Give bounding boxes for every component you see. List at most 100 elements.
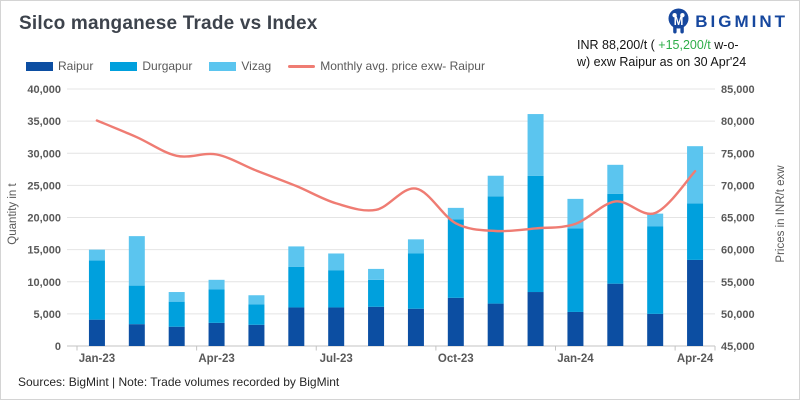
price-line	[95, 119, 697, 233]
bar-segment-raipur	[407, 308, 424, 346]
bar-segment-raipur	[248, 324, 265, 346]
bar-segment-vizag	[487, 175, 504, 197]
legend-label: Durgapur	[142, 59, 193, 73]
bar-segment-vizag	[88, 249, 105, 261]
legend-swatch-raipur	[26, 61, 53, 71]
bar-segment-raipur	[168, 326, 185, 346]
bar-segment-durgapur	[288, 266, 305, 308]
bar-segment-vizag	[208, 279, 225, 290]
x-axis-label: Jan-23	[79, 353, 115, 365]
bigmint-logo-text: BIGMINT	[695, 11, 788, 31]
bar-segment-durgapur	[487, 196, 504, 304]
bar-segment-durgapur	[647, 226, 664, 314]
bar-segment-raipur	[687, 259, 704, 346]
legend-item-price-line: Monthly avg. price exw- Raipur	[288, 59, 485, 73]
y-axis-label-left: 20,000	[27, 213, 61, 225]
y-axis-label-left: 15,000	[27, 245, 61, 257]
axis-title-right: Prices in INR/t exw	[775, 165, 787, 263]
bar-segment-raipur	[368, 306, 385, 346]
annotation-prefix: INR 88,200/t (	[577, 38, 659, 52]
bar-segment-vizag	[687, 146, 704, 204]
y-axis-label-right: 65,000	[721, 213, 755, 225]
bar-segment-durgapur	[168, 301, 185, 327]
bar-segment-raipur	[128, 324, 145, 346]
bar-segment-vizag	[607, 164, 624, 194]
axis-title-left: Quantity in t	[7, 183, 19, 245]
svg-text:M: M	[674, 16, 684, 28]
x-axis-label: Apr-23	[198, 353, 234, 365]
annotation-line2: w) exw Raipur as on 30 Apr'24	[577, 55, 747, 69]
y-axis-label-right: 75,000	[721, 148, 755, 160]
y-axis-label-left: 25,000	[27, 180, 61, 192]
bar-segment-durgapur	[447, 219, 464, 298]
y-axis-label-right: 85,000	[721, 84, 755, 96]
bar-segment-vizag	[128, 236, 145, 286]
legend-label: Vizag	[241, 59, 272, 73]
legend-item-raipur: Raipur	[26, 59, 93, 73]
price-annotation: INR 88,200/t ( +15,200/t w-o-w) exw Raip…	[577, 37, 797, 71]
bar-segment-durgapur	[527, 175, 544, 293]
legend-item-durgapur: Durgapur	[110, 59, 192, 73]
bar-segment-raipur	[88, 319, 105, 346]
y-axis-label-left: 30,000	[27, 148, 61, 160]
source-note: Sources: BigMint | Note: Trade volumes r…	[18, 375, 340, 389]
bar-segment-durgapur	[208, 289, 225, 323]
bar-segment-vizag	[168, 292, 185, 302]
annotation-highlight: +15,200/t	[658, 38, 711, 52]
bar-segment-vizag	[527, 114, 544, 176]
x-axis-label: Apr-24	[677, 353, 714, 365]
bar-segment-durgapur	[687, 203, 704, 260]
bar-segment-raipur	[527, 292, 544, 346]
legend-label: Monthly avg. price exw- Raipur	[320, 59, 485, 73]
x-axis-label: Jul-23	[320, 353, 353, 365]
bar-segment-raipur	[328, 307, 345, 346]
y-axis-label-left: 5,000	[33, 309, 61, 321]
y-axis-label-left: 10,000	[27, 277, 61, 289]
bar-segment-durgapur	[248, 304, 265, 325]
bar-segment-raipur	[447, 297, 464, 346]
legend-swatch-price-line	[288, 64, 316, 68]
bar-segment-vizag	[368, 268, 385, 280]
bar-segment-raipur	[288, 307, 305, 346]
bar-segment-durgapur	[88, 260, 105, 320]
y-axis-label-right: 45,000	[721, 341, 755, 353]
bar-segment-raipur	[208, 322, 225, 346]
bar-segment-raipur	[567, 311, 584, 346]
bar-segment-vizag	[447, 207, 464, 220]
bar-segment-vizag	[248, 295, 265, 305]
y-axis-label-right: 80,000	[721, 116, 755, 128]
bigmint-logo-icon: M	[668, 8, 689, 34]
bar-segment-durgapur	[328, 270, 345, 308]
bar-segment-vizag	[407, 239, 424, 254]
bar-segment-durgapur	[128, 285, 145, 325]
bar-segment-vizag	[647, 213, 664, 227]
y-axis-label-right: 55,000	[721, 277, 755, 289]
y-axis-label-right: 50,000	[721, 309, 755, 321]
legend-label: Raipur	[58, 59, 94, 73]
bar-segment-durgapur	[607, 193, 624, 284]
x-axis-label: Oct-23	[438, 353, 474, 365]
chart-legend: Raipur Durgapur Vizag Monthly avg. price ex…	[26, 59, 485, 73]
y-axis-label-left: 35,000	[27, 116, 61, 128]
y-axis-label-right: 70,000	[721, 180, 755, 192]
bar-segment-raipur	[607, 283, 624, 346]
page-title: Silco manganese Trade vs Index	[19, 13, 318, 34]
bigmint-logo: M BIGMINT	[667, 8, 788, 35]
y-axis-label-right: 60,000	[721, 245, 755, 257]
bar-segment-durgapur	[567, 228, 584, 312]
bar-segment-vizag	[288, 246, 305, 267]
bar-segment-durgapur	[407, 253, 424, 309]
x-axis-label: Jan-24	[557, 353, 594, 365]
legend-swatch-vizag	[209, 61, 237, 71]
annotation-line1-suffix: w-o-	[710, 38, 739, 52]
y-axis-label-left: 40,000	[27, 84, 61, 96]
legend-item-vizag: Vizag	[209, 59, 271, 73]
y-axis-label-left: 0	[55, 341, 61, 353]
bar-segment-durgapur	[368, 279, 385, 307]
bar-segment-vizag	[328, 253, 345, 271]
bar-segment-raipur	[647, 313, 664, 346]
bar-segment-raipur	[487, 303, 504, 346]
legend-swatch-durgapur	[110, 61, 138, 71]
